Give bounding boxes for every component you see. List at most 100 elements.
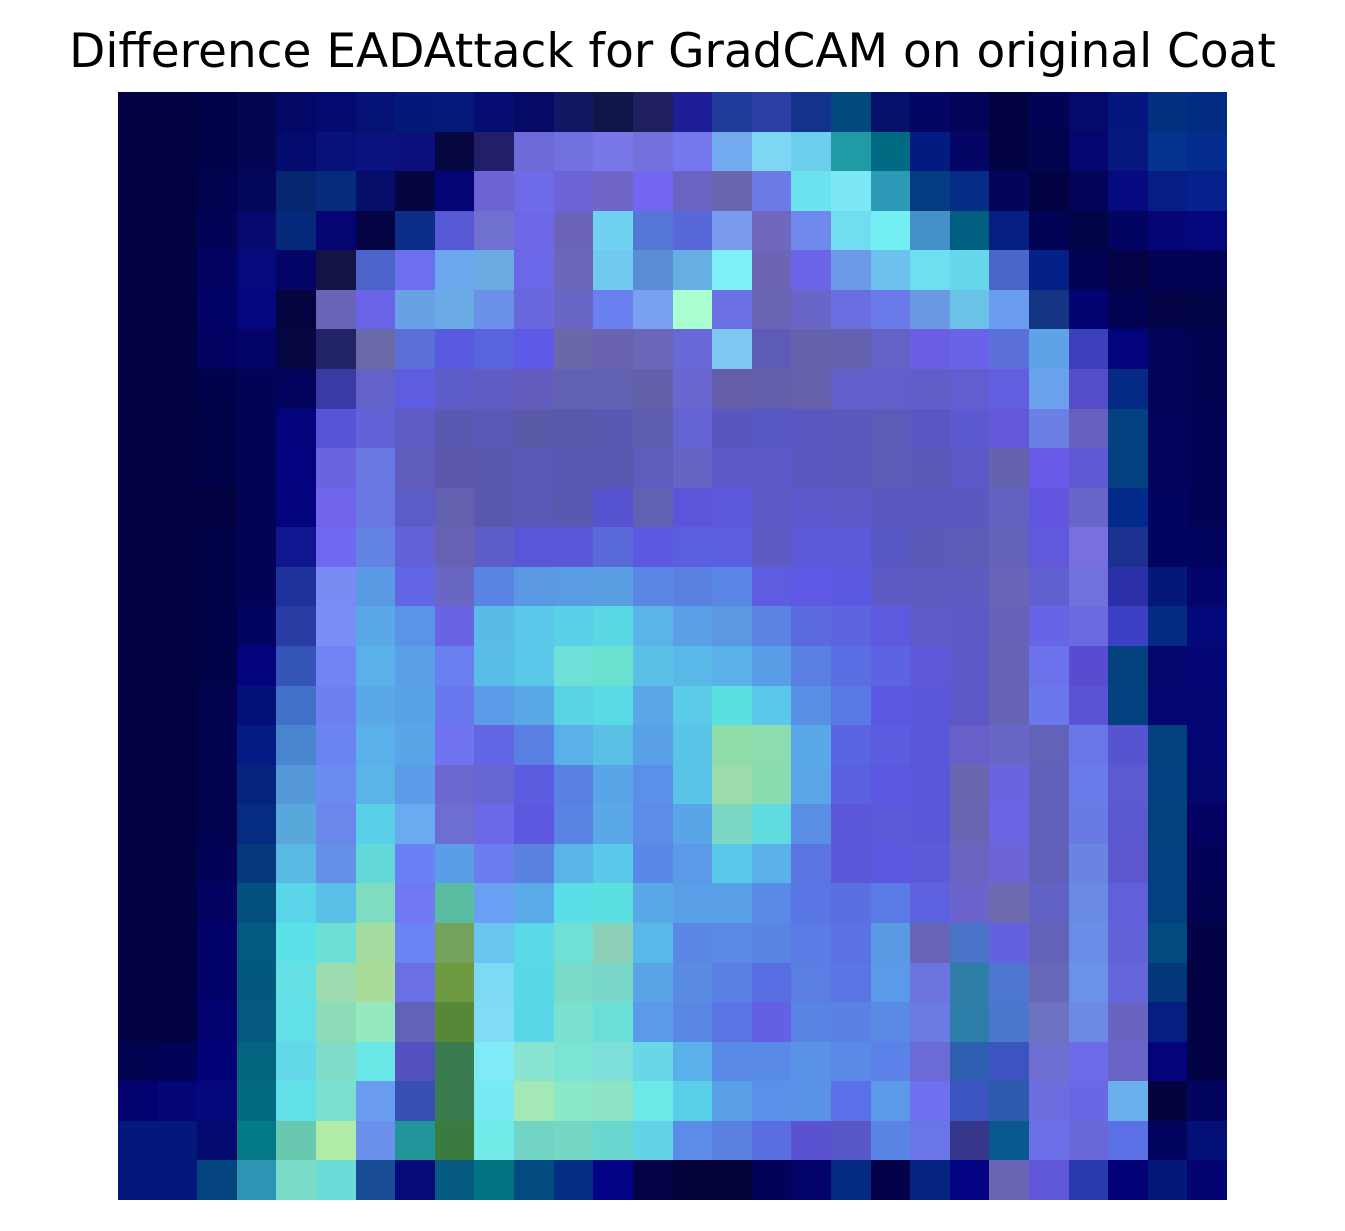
heatmap-cell-r18-c23 xyxy=(1029,804,1069,844)
heatmap-cell-r23-c4 xyxy=(276,1002,316,1042)
heatmap-cell-r25-c19 xyxy=(871,1081,910,1121)
heatmap-cell-r19-c5 xyxy=(316,844,356,883)
heatmap-cell-r13-c21 xyxy=(950,606,989,646)
heatmap-cell-r8-c3 xyxy=(237,409,276,448)
heatmap-cell-r1-c15 xyxy=(712,132,752,171)
heatmap-cell-r4-c14 xyxy=(673,250,712,290)
heatmap-cell-r4-c22 xyxy=(989,250,1029,290)
heatmap-cell-r4-c27 xyxy=(1187,250,1227,290)
heatmap-cell-r9-c9 xyxy=(474,448,514,488)
heatmap-cell-r21-c15 xyxy=(712,923,752,963)
heatmap-cell-r4-c18 xyxy=(831,250,871,290)
heatmap-cell-r14-c12 xyxy=(593,646,633,686)
heatmap-cell-r3-c23 xyxy=(1029,211,1069,250)
heatmap-cell-r16-c10 xyxy=(514,725,554,765)
heatmap-cell-r1-c21 xyxy=(950,132,989,171)
heatmap-cell-r8-c18 xyxy=(831,409,871,448)
heatmap-cell-r13-c0 xyxy=(118,606,158,646)
heatmap-cell-r20-c17 xyxy=(791,883,831,923)
heatmap-cell-r11-c1 xyxy=(158,527,197,567)
heatmap-cell-r22-c10 xyxy=(514,963,554,1002)
heatmap-cell-r12-c22 xyxy=(989,567,1029,606)
heatmap-cell-r23-c3 xyxy=(237,1002,276,1042)
heatmap-cell-r6-c1 xyxy=(158,329,197,369)
heatmap-cell-r20-c12 xyxy=(593,883,633,923)
heatmap-cell-r22-c0 xyxy=(118,963,158,1002)
heatmap-cell-r1-c10 xyxy=(514,132,554,171)
heatmap-cell-r22-c16 xyxy=(752,963,791,1002)
heatmap-cell-r26-c11 xyxy=(554,1121,593,1160)
heatmap-cell-r8-c15 xyxy=(712,409,752,448)
heatmap-cell-r1-c25 xyxy=(1108,132,1148,171)
heatmap xyxy=(118,92,1227,1200)
heatmap-cell-r1-c26 xyxy=(1148,132,1187,171)
heatmap-cell-r19-c8 xyxy=(435,844,474,883)
heatmap-cell-r20-c20 xyxy=(910,883,950,923)
heatmap-cell-r10-c26 xyxy=(1148,488,1187,527)
heatmap-cell-r19-c15 xyxy=(712,844,752,883)
heatmap-cell-r4-c11 xyxy=(554,250,593,290)
heatmap-cell-r6-c14 xyxy=(673,329,712,369)
heatmap-cell-r12-c18 xyxy=(831,567,871,606)
heatmap-cell-r17-c0 xyxy=(118,765,158,804)
heatmap-cell-r20-c0 xyxy=(118,883,158,923)
heatmap-cell-r25-c14 xyxy=(673,1081,712,1121)
heatmap-cell-r3-c27 xyxy=(1187,211,1227,250)
heatmap-cell-r25-c10 xyxy=(514,1081,554,1121)
heatmap-cell-r15-c1 xyxy=(158,686,197,725)
heatmap-cell-r2-c18 xyxy=(831,171,871,211)
heatmap-cell-r9-c25 xyxy=(1108,448,1148,488)
heatmap-cell-r27-c13 xyxy=(633,1160,673,1200)
heatmap-cell-r15-c5 xyxy=(316,686,356,725)
heatmap-cell-r19-c19 xyxy=(871,844,910,883)
heatmap-cell-r11-c6 xyxy=(356,527,395,567)
heatmap-cell-r2-c9 xyxy=(474,171,514,211)
heatmap-cell-r12-c17 xyxy=(791,567,831,606)
heatmap-cell-r12-c26 xyxy=(1148,567,1187,606)
heatmap-cell-r23-c10 xyxy=(514,1002,554,1042)
heatmap-cell-r13-c10 xyxy=(514,606,554,646)
heatmap-cell-r10-c20 xyxy=(910,488,950,527)
heatmap-cell-r20-c7 xyxy=(395,883,435,923)
heatmap-cell-r17-c19 xyxy=(871,765,910,804)
heatmap-cell-r18-c11 xyxy=(554,804,593,844)
heatmap-cell-r19-c22 xyxy=(989,844,1029,883)
heatmap-cell-r2-c17 xyxy=(791,171,831,211)
heatmap-cell-r0-c15 xyxy=(712,92,752,132)
heatmap-cell-r15-c19 xyxy=(871,686,910,725)
heatmap-cell-r20-c9 xyxy=(474,883,514,923)
heatmap-cell-r12-c5 xyxy=(316,567,356,606)
heatmap-cell-r12-c12 xyxy=(593,567,633,606)
heatmap-cell-r23-c14 xyxy=(673,1002,712,1042)
heatmap-cell-r0-c3 xyxy=(237,92,276,132)
heatmap-cell-r7-c0 xyxy=(118,369,158,409)
heatmap-cell-r7-c6 xyxy=(356,369,395,409)
heatmap-cell-r8-c23 xyxy=(1029,409,1069,448)
heatmap-cell-r2-c13 xyxy=(633,171,673,211)
heatmap-cell-r9-c22 xyxy=(989,448,1029,488)
heatmap-cell-r4-c2 xyxy=(197,250,237,290)
heatmap-cell-r15-c11 xyxy=(554,686,593,725)
heatmap-cell-r25-c7 xyxy=(395,1081,435,1121)
heatmap-cell-r20-c25 xyxy=(1108,883,1148,923)
heatmap-cell-r27-c27 xyxy=(1187,1160,1227,1200)
heatmap-cell-r21-c18 xyxy=(831,923,871,963)
heatmap-cell-r6-c8 xyxy=(435,329,474,369)
heatmap-cell-r9-c15 xyxy=(712,448,752,488)
heatmap-cell-r26-c3 xyxy=(237,1121,276,1160)
heatmap-cell-r11-c7 xyxy=(395,527,435,567)
heatmap-cell-r4-c20 xyxy=(910,250,950,290)
heatmap-cell-r23-c6 xyxy=(356,1002,395,1042)
heatmap-cell-r13-c25 xyxy=(1108,606,1148,646)
heatmap-cell-r11-c0 xyxy=(118,527,158,567)
heatmap-cell-r12-c25 xyxy=(1108,567,1148,606)
heatmap-cell-r5-c18 xyxy=(831,290,871,329)
heatmap-cell-r0-c20 xyxy=(910,92,950,132)
heatmap-cell-r9-c23 xyxy=(1029,448,1069,488)
heatmap-cell-r9-c17 xyxy=(791,448,831,488)
heatmap-cell-r26-c0 xyxy=(118,1121,158,1160)
heatmap-cell-r19-c23 xyxy=(1029,844,1069,883)
heatmap-cell-r8-c11 xyxy=(554,409,593,448)
heatmap-cell-r5-c10 xyxy=(514,290,554,329)
